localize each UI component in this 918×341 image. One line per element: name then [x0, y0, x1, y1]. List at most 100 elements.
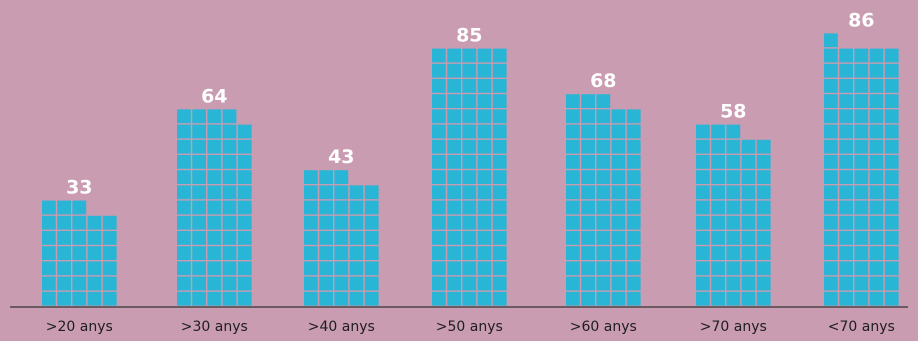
unit-square — [237, 185, 252, 200]
unit-square — [756, 291, 771, 306]
unit-square — [432, 170, 446, 184]
unit-square — [477, 48, 492, 63]
unit-square — [447, 109, 461, 124]
unit-square — [57, 291, 71, 306]
unit-square — [596, 231, 611, 245]
unit-square — [57, 200, 71, 215]
unit-square — [319, 276, 333, 291]
value-label: 68 — [590, 70, 616, 92]
unit-square — [57, 261, 71, 276]
unit-square — [711, 155, 725, 169]
value-label: 85 — [456, 25, 482, 47]
unit-square — [596, 94, 611, 108]
unit-square — [492, 94, 507, 108]
category-label: >70 anys — [700, 319, 767, 335]
unit-square — [726, 185, 741, 200]
unit-square — [72, 261, 87, 276]
unit-square — [711, 139, 725, 154]
unit-square — [102, 231, 117, 245]
unit-square — [824, 215, 838, 230]
unit-square — [87, 246, 102, 260]
unit-square — [869, 170, 884, 184]
category-label: >30 anys — [181, 319, 248, 335]
unit-square — [581, 215, 595, 230]
unit-square — [611, 185, 626, 200]
unit-square — [477, 124, 492, 139]
unit-square — [869, 246, 884, 260]
unit-square — [447, 215, 461, 230]
unit-square — [741, 246, 756, 260]
unit-square — [741, 291, 756, 306]
unit-square — [884, 246, 899, 260]
unit-square — [596, 185, 611, 200]
unit-square — [596, 109, 611, 124]
unit-square — [334, 291, 349, 306]
unit-square — [824, 48, 838, 63]
unit-square — [207, 246, 222, 260]
unit-square — [477, 246, 492, 260]
unit-square — [711, 170, 725, 184]
unit-square — [87, 215, 102, 230]
unit-square — [237, 231, 252, 245]
unit-square — [237, 139, 252, 154]
unit-square — [492, 200, 507, 215]
unit-square — [581, 261, 595, 276]
unit-square — [626, 231, 641, 245]
unit-square — [57, 246, 71, 260]
unit-square — [192, 200, 206, 215]
unit-square — [854, 109, 869, 124]
unit-square — [869, 109, 884, 124]
unit-square — [334, 185, 349, 200]
unit-square — [349, 276, 364, 291]
unit-square — [869, 200, 884, 215]
unit-square — [611, 170, 626, 184]
unit-square — [447, 200, 461, 215]
unit-square — [756, 246, 771, 260]
unit-square — [42, 246, 56, 260]
unit-square — [192, 215, 206, 230]
unit-square — [492, 276, 507, 291]
unit-square — [319, 200, 333, 215]
unit-square — [626, 215, 641, 230]
unit-square — [192, 246, 206, 260]
unit-square — [177, 291, 191, 306]
unit-square — [884, 185, 899, 200]
unit-square — [854, 139, 869, 154]
unit-square — [854, 170, 869, 184]
unit-square — [611, 124, 626, 139]
unit-square — [237, 291, 252, 306]
unit-square — [349, 231, 364, 245]
unit-square — [447, 63, 461, 78]
unit-square — [319, 246, 333, 260]
unit-square — [611, 215, 626, 230]
unit-square — [447, 94, 461, 108]
unit-square — [432, 185, 446, 200]
unit-square — [304, 215, 318, 230]
unit-square — [177, 246, 191, 260]
unit-square — [492, 63, 507, 78]
unit-square — [477, 63, 492, 78]
unit-square — [596, 139, 611, 154]
unit-square — [222, 109, 237, 124]
unit-square — [364, 185, 379, 200]
unit-square — [839, 215, 853, 230]
unit-square — [447, 79, 461, 93]
unit-square — [304, 185, 318, 200]
unit-square — [364, 231, 379, 245]
unit-square — [854, 231, 869, 245]
unit-square — [611, 231, 626, 245]
unit-square — [432, 63, 446, 78]
unit-square — [711, 185, 725, 200]
unit-square — [349, 185, 364, 200]
unit-square — [177, 124, 191, 139]
unit-square — [177, 139, 191, 154]
unit-square — [304, 246, 318, 260]
unit-square — [696, 246, 710, 260]
unit-square — [611, 155, 626, 169]
unit-square — [869, 276, 884, 291]
unit-square — [462, 139, 477, 154]
unit-square — [854, 215, 869, 230]
unit-square — [207, 170, 222, 184]
unit-square — [432, 200, 446, 215]
unit-square — [596, 291, 611, 306]
